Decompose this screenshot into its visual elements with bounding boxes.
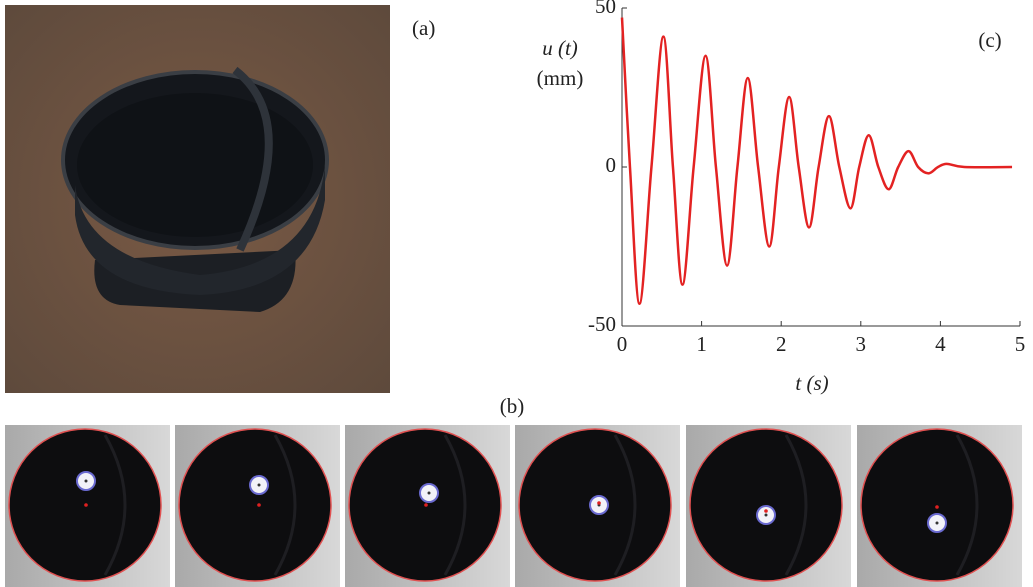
x-tick-label: 5 (1015, 332, 1026, 356)
ball-center (935, 521, 939, 525)
bowl-ridge (443, 434, 467, 576)
x-tick-label: 4 (935, 332, 946, 356)
ball-center (764, 513, 768, 517)
x-tick-label: 0 (617, 332, 628, 356)
panel-label: (a) (412, 16, 435, 40)
target (257, 503, 261, 507)
y-tick-label: 0 (606, 153, 617, 177)
ball-center (427, 491, 431, 495)
data-line (620, 17, 1013, 305)
x-axis-label: t (s) (795, 371, 828, 395)
bowl-ridge (955, 434, 979, 576)
bowl-ridge (613, 434, 637, 576)
target (424, 503, 428, 507)
x-tick-label: 3 (856, 332, 867, 356)
panel-label: (c) (978, 28, 1001, 52)
bowl-ridge (273, 434, 297, 576)
bowl (860, 428, 1014, 582)
target (597, 501, 601, 505)
ball-center (257, 483, 261, 487)
y-axis-unit: (mm) (537, 66, 584, 90)
panel-label: (b) (500, 394, 525, 418)
y-tick-label: 50 (595, 0, 616, 18)
photo-a (5, 5, 390, 393)
bowl-ridge (784, 434, 808, 576)
image-strip (5, 425, 1022, 587)
x-tick-label: 1 (696, 332, 707, 356)
target (84, 503, 88, 507)
ball-center (84, 479, 88, 483)
target (935, 505, 939, 509)
y-tick-label: -50 (588, 312, 616, 336)
y-axis-label: u (t) (542, 36, 578, 60)
bowl-ridge (103, 434, 127, 576)
bowl (178, 428, 332, 582)
target (764, 509, 768, 513)
x-tick-label: 2 (776, 332, 787, 356)
